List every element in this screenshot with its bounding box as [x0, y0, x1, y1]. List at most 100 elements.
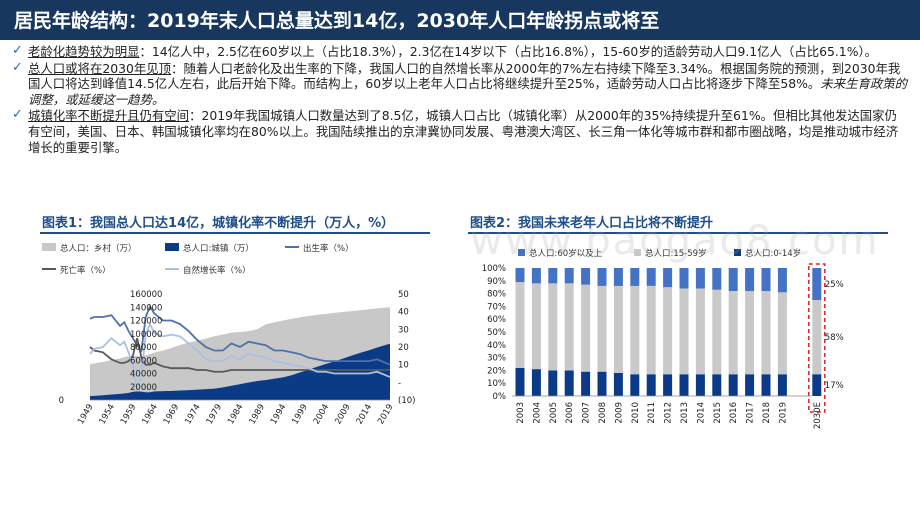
legend-label: 总人口:60岁以及上 — [529, 248, 603, 259]
bar-segment-0-14 — [646, 374, 656, 396]
bar-segment-15-59 — [646, 285, 656, 375]
x-tick: 2004 — [312, 403, 331, 427]
x-tick: 2004 — [532, 402, 542, 424]
x-tick: 1969 — [162, 403, 181, 427]
bar-segment-0-14 — [548, 370, 558, 396]
bullet-population-peak: ✓ 总人口或将在2030年见顶：随着人口老龄化及出生率的下降，我国人口的自然增长… — [12, 60, 908, 108]
bar-segment-15-59 — [597, 285, 607, 372]
x-tick: 2016 — [729, 402, 739, 424]
x-tick: 1959 — [119, 403, 138, 427]
legend-label: 自然增长率（%） — [183, 265, 251, 276]
chart1-title-rule — [40, 232, 430, 234]
bar-stack — [581, 268, 591, 396]
chart1-title: 图表1：我国总人口达14亿，城镇化率不断提升（万人，%） — [42, 216, 395, 231]
chart2-age-structure: 总人口:60岁以及上 总人口:15-59岁 总人口:0-14岁 0% 10% 20% 30… — [482, 248, 844, 429]
bar-segment-15-59 — [548, 283, 558, 371]
chart1-legend-item: 自然增长率（%） — [165, 265, 251, 276]
bar-stack — [663, 268, 673, 396]
bar-stack — [761, 268, 771, 396]
bar-segment-0-14 — [597, 371, 607, 396]
x-tick: 2012 — [664, 402, 674, 424]
bar-segment-15-59 — [564, 283, 574, 371]
x-tick: 2018 — [762, 402, 772, 424]
chart2-bars — [515, 263, 826, 413]
bar-stack — [613, 268, 623, 396]
x-tick: 2030E — [813, 402, 823, 429]
x-tick: 2014 — [696, 402, 706, 424]
bar-segment-60plus — [663, 268, 673, 288]
legend-swatch — [734, 249, 741, 256]
legend-label: 总人口:0-14岁 — [745, 248, 801, 259]
bullet-urbanization: ✓ 城镇化率不断提升且仍有空间：2019年我国城镇人口数量达到了8.5亿，城镇人… — [12, 107, 908, 155]
bullet-lead: 总人口或将在2030年见顶 — [28, 60, 172, 76]
x-tick: 2010 — [631, 402, 641, 424]
annotation-label: 58% — [825, 333, 844, 343]
bar-segment-60plus — [728, 268, 738, 292]
bar-segment-0-14 — [564, 370, 574, 396]
bullet-italic: 未来生育政策的调整，或延缓这一趋势。 — [28, 76, 908, 107]
bullet-aging: ✓ 老龄化趋势较为明显：14亿人中，2.5亿在60岁以上（占比18.3%），2.… — [12, 43, 908, 60]
y-tick-left: 60000 — [130, 356, 157, 366]
y-tick: 100% — [482, 264, 506, 274]
bar-segment-15-59 — [761, 291, 771, 375]
y-tick-right: (10) — [398, 396, 415, 406]
x-tick: 1979 — [205, 403, 224, 427]
y-tick: 60% — [487, 315, 506, 325]
chart1-legend-item: 总人口：乡村（万） — [42, 243, 137, 254]
bar-segment-60plus — [712, 268, 722, 290]
bar-segment-60plus — [581, 268, 591, 285]
x-tick: 2005 — [549, 402, 559, 424]
y-tick: 20% — [487, 366, 506, 376]
y-tick-left: 80000 — [130, 343, 157, 353]
bar-segment-15-59 — [695, 288, 705, 375]
x-tick: 2014 — [355, 403, 374, 427]
bar-stack — [548, 268, 558, 396]
x-tick: 2019 — [778, 402, 788, 424]
chart2-legend-item: 总人口:0-14岁 — [734, 248, 801, 259]
y-tick: 70% — [487, 302, 506, 312]
chart2-title-rule — [468, 232, 888, 234]
chart1-legend-item: 总人口:城镇（万） — [165, 243, 254, 254]
bar-segment-60plus — [695, 268, 705, 289]
bar-segment-60plus — [548, 268, 558, 284]
area-urban — [90, 343, 390, 400]
bar-segment-15-59 — [745, 291, 755, 375]
bar-segment-60plus — [679, 268, 689, 289]
bar-stack — [646, 268, 656, 396]
bar-segment-15-59 — [531, 283, 541, 370]
bar-segment-0-14 — [663, 374, 673, 396]
bar-stack — [695, 268, 705, 396]
bar-segment-0-14 — [630, 374, 640, 396]
legend-label: 总人口:15-59岁 — [645, 248, 707, 259]
area-rural — [90, 307, 390, 397]
x-tick: 2017 — [746, 402, 756, 424]
y-tick-left: 140000 — [130, 303, 162, 313]
legend-label: 总人口:城镇（万） — [183, 243, 254, 254]
check-icon: ✓ — [12, 107, 23, 123]
bar-stack — [515, 268, 525, 396]
highlight-box-2030 — [808, 263, 826, 413]
bullet-text: ：2019年我国城镇人口数量达到了8.5亿，城镇人口占比（城镇化率）从2000年… — [28, 108, 899, 155]
chart1-population: 总人口：乡村（万） 总人口:城镇（万） 出生率（%） 死亡率（%） 自然增长率（%） 0… — [42, 243, 415, 427]
summary-bullets: ✓ 老龄化趋势较为明显：14亿人中，2.5亿在60岁以上（占比18.3%），2.… — [12, 43, 908, 156]
bar-stack — [812, 268, 822, 396]
bar-segment-15-59 — [613, 285, 623, 373]
chart2-legend: 总人口:60岁以及上 总人口:15-59岁 总人口:0-14岁 — [518, 248, 801, 259]
chart1-legend-item: 死亡率（%） — [42, 265, 111, 276]
bullet-text: ：14亿人中，2.5亿在60岁以上（占比18.3%），2.3亿在14岁以下（占比… — [139, 44, 878, 59]
bar-segment-0-14 — [777, 374, 787, 396]
y-tick: 0% — [493, 392, 507, 402]
chart2-legend-item: 总人口:15-59岁 — [634, 248, 707, 259]
y-tick-left: 120000 — [130, 317, 162, 327]
y-tick: 90% — [487, 277, 506, 287]
bar-segment-60plus — [613, 268, 623, 286]
chart2-annotations: 25% 58% 17% — [825, 280, 844, 391]
legend-label: 出生率（%） — [303, 243, 354, 254]
chart1-legend: 总人口：乡村（万） 总人口:城镇（万） 出生率（%） 死亡率（%） 自然增长率（%） — [42, 243, 354, 276]
y-tick-right: 50 — [398, 290, 409, 300]
y-tick-left: 100000 — [130, 330, 162, 340]
bar-stack — [712, 268, 722, 396]
x-tick: 2009 — [614, 402, 624, 424]
bullet-lead: 老龄化趋势较为明显 — [28, 44, 140, 59]
x-tick: 1954 — [98, 403, 117, 427]
